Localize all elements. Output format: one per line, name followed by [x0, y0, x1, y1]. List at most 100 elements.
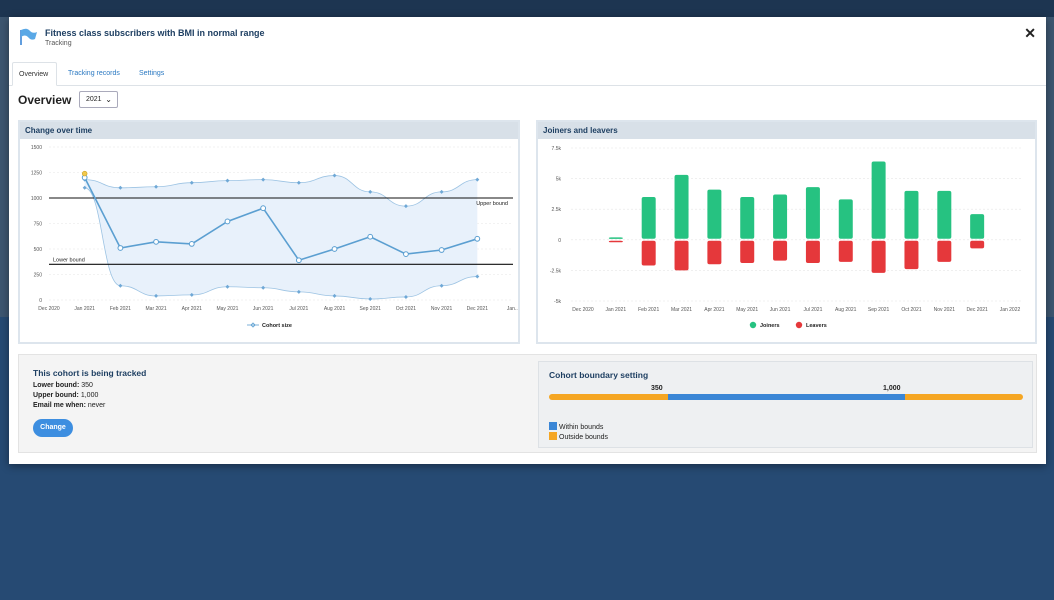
cohort-size-line [83, 177, 478, 262]
joiners-bar [608, 237, 623, 239]
upper-envelope-point [225, 178, 230, 183]
joiners-bar [904, 190, 919, 239]
upper-envelope-point [189, 180, 194, 185]
joiners-bar [871, 161, 886, 239]
cohort-size-point [117, 245, 124, 251]
legend-cohort-size: Cohort size [262, 323, 292, 329]
tab-overview[interactable]: Overview [12, 62, 57, 86]
tracking-title: This cohort is being tracked [33, 368, 147, 378]
x-tick-label: Mar 2021 [146, 306, 167, 312]
upper-envelope-point [296, 180, 301, 185]
app-topbar [0, 0, 1054, 17]
y-tick-label: 0 [39, 298, 42, 304]
outside-upper-segment [904, 394, 1023, 400]
joiners-bar [970, 214, 985, 239]
flag-icon [20, 28, 37, 45]
x-tick-label: Dec 2020 [572, 307, 594, 313]
change-button[interactable]: Change [33, 419, 73, 437]
modal-subtitle: Tracking [45, 40, 72, 47]
upper-envelope-point [368, 189, 373, 194]
joiners-bar [937, 190, 952, 239]
within-segment [667, 394, 905, 400]
leavers-bar [805, 240, 820, 264]
lower-envelope-point [332, 293, 337, 298]
x-tick-label: May 2021 [736, 307, 758, 313]
lower-envelope-point [154, 293, 159, 298]
leavers-bar [871, 240, 886, 273]
outside-label: Outside bounds [559, 434, 609, 441]
cohort-size-point [260, 205, 267, 212]
boundary-bar [549, 394, 1023, 400]
upper-envelope-point [332, 173, 337, 178]
bar-chart: -5k -2.5k 0 2.5k 5k 7.5k Dec 2020 Jan 2021 Feb 2… [550, 146, 1022, 329]
x-tick-label: Oct 2021 [901, 307, 922, 313]
x-tick-label: Sep 2021 [360, 306, 382, 312]
change-over-time-title: Change over time [20, 122, 518, 139]
boundary-title: Cohort boundary setting [549, 370, 649, 380]
lower-bound-value: 350 [81, 382, 93, 389]
joiners-bar [641, 196, 656, 239]
joiners-leavers-title: Joiners and leavers [538, 122, 1035, 139]
line-chart: 0 250 500 750 1000 1250 1500 Dec 2020 Jan 2021 Fe… [31, 145, 518, 329]
x-tick-label: Mar 2021 [671, 307, 692, 313]
x-tick-label: Jan 2021 [606, 307, 627, 313]
x-tick-label: Jul 2021 [289, 306, 308, 312]
lower-envelope-point [189, 292, 194, 297]
upper-bound-label: Upper bound [476, 201, 508, 207]
lower-envelope-point [296, 289, 301, 294]
upper-envelope-point [154, 184, 159, 189]
legend-leavers-marker [795, 321, 803, 329]
lower-envelope-point [439, 283, 444, 288]
x-tick-label: Jun 2021 [770, 307, 791, 313]
year-select-value: 2021 [86, 96, 102, 103]
legend-joiners: Joiners [760, 323, 780, 329]
upper-envelope-line [84, 175, 478, 207]
leavers-bar [838, 240, 853, 262]
upper-bound-value: 1,000 [80, 392, 99, 399]
x-tick-label: Apr 2021 [182, 306, 203, 312]
tab-tracking-records[interactable]: Tracking records [68, 70, 120, 77]
joiners-bar [740, 196, 755, 239]
boundary-upper-value: 1,000 [883, 385, 901, 392]
x-tick-label: Apr 2021 [704, 307, 725, 313]
email-label: Email me when: [33, 402, 86, 409]
joiners-bar [773, 194, 788, 239]
y-tick-label: 0 [558, 238, 561, 244]
boundary-setting-box: Cohort boundary setting 350 1,000 Within… [538, 361, 1033, 448]
x-tick-label: Jan 2022 [1000, 307, 1021, 313]
cohort-size-point [153, 238, 159, 245]
lower-envelope-point [403, 294, 408, 299]
leavers-bar [740, 240, 755, 264]
modal-header: Fitness class subscribers with BMI in no… [9, 17, 1046, 57]
within-swatch [549, 422, 557, 430]
x-tick-label: Feb 2021 [638, 307, 659, 313]
email-line: Email me when: never [33, 402, 105, 409]
leavers-bar [970, 240, 985, 249]
chevron-down-icon: ⌄ [105, 95, 112, 104]
y-tick-label: -2.5k [550, 268, 562, 274]
y-tick-label: 1000 [31, 196, 42, 202]
y-tick-label: 1500 [31, 145, 42, 151]
joiners-bar [674, 174, 689, 239]
cohort-size-point [367, 233, 374, 240]
x-tick-label: Oct 2021 [396, 306, 417, 312]
year-select[interactable]: 2021 ⌄ [79, 91, 118, 108]
y-tick-label: 7.5k [552, 146, 562, 152]
leavers-bar [641, 240, 656, 266]
leavers-bar [904, 240, 919, 270]
cohort-size-point [438, 247, 445, 253]
lower-bound-label: Lower bound: [33, 382, 80, 389]
outside-swatch [549, 432, 557, 440]
upper-bound-line: Upper bound: 1,000 [33, 392, 98, 399]
cohort-size-point [295, 257, 302, 264]
cohort-size-point [188, 241, 195, 247]
legend-joiners-marker [749, 321, 757, 329]
cohort-modal: Fitness class subscribers with BMI in no… [9, 17, 1046, 464]
forecast-band [84, 175, 478, 299]
upper-envelope-point [439, 189, 444, 194]
tracking-section: This cohort is being tracked Lower bound… [18, 354, 1037, 453]
close-icon[interactable]: ✕ [1024, 25, 1036, 41]
lower-envelope-point [475, 274, 480, 279]
tab-settings[interactable]: Settings [139, 70, 165, 77]
x-tick-label: Dec 2020 [38, 306, 60, 312]
